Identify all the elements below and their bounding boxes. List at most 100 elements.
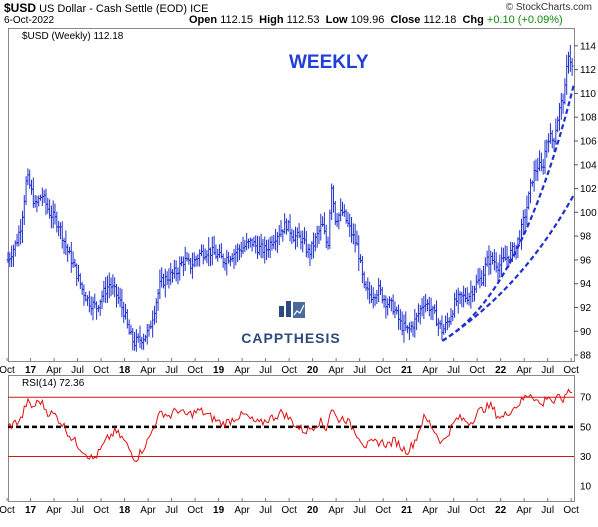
ohlc-bar xyxy=(357,235,361,271)
rsi-x-tick-label: Apr xyxy=(234,505,250,516)
price-x-tick-label: Apr xyxy=(328,365,344,376)
price-y-tick-label: 90 xyxy=(580,327,592,338)
ohlc-bar xyxy=(487,245,491,276)
ohlc-bar xyxy=(87,290,91,313)
ohlc-bar xyxy=(60,221,64,249)
ohlc-bar xyxy=(324,224,328,249)
price-y-tick-label: 110 xyxy=(580,89,596,100)
ohlc-bar xyxy=(359,254,363,264)
ohlc-bar xyxy=(28,169,32,189)
ohlc-bar xyxy=(102,280,106,303)
ohlc-bar xyxy=(523,208,527,230)
ohlc-bar xyxy=(196,254,200,267)
ohlc-bar xyxy=(174,260,178,282)
price-y-tick-label: 114 xyxy=(580,41,596,52)
price-legend: $USD (Weekly) 112.18 xyxy=(22,31,124,42)
ohlc-bar xyxy=(93,293,97,309)
rsi-x-tick-label: 17 xyxy=(25,505,37,516)
ohlc-bar xyxy=(559,92,563,120)
ohlc-bar xyxy=(317,225,321,244)
ohlc-bar xyxy=(377,277,381,303)
rsi-y-tick-label: 10 xyxy=(580,482,592,493)
ohlc-bar xyxy=(20,210,24,243)
rsi-x-tick-label: Oct xyxy=(563,505,579,516)
price-y-tick-label: 100 xyxy=(580,208,597,219)
ohlc-bar xyxy=(335,213,339,227)
rsi-y-tick-label: 50 xyxy=(580,422,592,433)
ohlc-bar xyxy=(543,140,547,174)
ohlc-bar xyxy=(187,253,191,265)
ohlc-bar xyxy=(281,228,285,242)
ohlc-bar xyxy=(465,287,469,305)
price-x-tick-label: 17 xyxy=(25,365,37,376)
ohlc-bar xyxy=(482,265,486,286)
ohlc-bar xyxy=(95,301,99,320)
ohlc-bar xyxy=(444,315,448,334)
ohlc-bar xyxy=(519,218,523,250)
ohlc-bar xyxy=(205,249,209,264)
price-y-tick-label: 108 xyxy=(580,113,597,124)
rsi-line xyxy=(7,388,573,463)
ohlc-bar xyxy=(167,268,171,289)
ohlc-bar xyxy=(62,237,66,254)
ohlc-bar xyxy=(241,236,245,255)
ohlc-bar xyxy=(451,309,455,322)
price-x-tick-label: Jul xyxy=(541,365,554,376)
price-y-tick-label: 102 xyxy=(580,184,597,195)
ohlc-bar xyxy=(500,247,504,277)
price-x-tick-label: Oct xyxy=(281,365,297,376)
ohlc-bar xyxy=(402,314,406,343)
ohlc-bar xyxy=(293,226,297,250)
ohlc-bar xyxy=(539,152,543,172)
rsi-legend: RSI(14) 72.36 xyxy=(22,378,85,389)
exchange: ICE xyxy=(190,3,209,15)
rsi-x-tick-label: 21 xyxy=(401,505,413,516)
ohlc-bar xyxy=(236,243,240,263)
ohlc-bar xyxy=(494,252,498,273)
ohlc-bar xyxy=(275,232,279,254)
ohlc-bar xyxy=(474,274,478,293)
ohlc-bar xyxy=(480,270,484,287)
ohlc-bar xyxy=(73,258,77,268)
ohlc-bar xyxy=(389,297,393,312)
rsi-x-tick-label: Apr xyxy=(328,505,344,516)
ohlc-bar xyxy=(301,230,305,253)
rsi-x-tick-label: Jul xyxy=(259,505,272,516)
ohlc-bar xyxy=(530,180,534,187)
price-x-tick-label: Jul xyxy=(447,365,460,376)
ohlc-bar xyxy=(154,298,158,324)
ohlc-bar xyxy=(145,323,149,345)
ohlc-bar xyxy=(388,296,392,308)
ohlc-bar xyxy=(274,228,278,251)
price-y-tick-label: 112 xyxy=(580,65,596,76)
ohlc-bar xyxy=(397,304,401,330)
ohlc-bar xyxy=(409,321,413,333)
price-x-tick-label: Oct xyxy=(469,365,485,376)
rsi-x-tick-label: Jul xyxy=(447,505,460,516)
ohlc-bar xyxy=(442,324,446,335)
ohlc-bar xyxy=(453,292,457,318)
ohlc-bar xyxy=(458,291,462,305)
ohlc-bar xyxy=(561,93,565,114)
price-y-tick-label: 106 xyxy=(580,136,597,147)
ohlc-bar xyxy=(407,322,411,341)
ohlc-bar xyxy=(567,51,571,74)
ohlc-bar xyxy=(223,258,227,271)
ohlc-bar xyxy=(239,241,243,258)
price-x-tick-label: Apr xyxy=(516,365,532,376)
trendline xyxy=(441,193,575,342)
ohlc-bar xyxy=(328,209,332,249)
ohlc-bar xyxy=(142,333,146,350)
rsi-x-tick-label: 19 xyxy=(213,505,225,516)
cappthesis-watermark: CAPPTHESIS xyxy=(241,330,340,346)
ohlc-bar xyxy=(163,268,167,298)
ohlc-bar xyxy=(118,287,122,308)
ohlc-bar xyxy=(131,328,135,351)
ohlc-bar xyxy=(116,286,120,304)
ohlc-bar xyxy=(456,287,460,314)
cappthesis-logo-icon xyxy=(279,301,305,318)
ohlc-bar xyxy=(140,336,144,350)
ohlc-bar xyxy=(30,179,34,195)
ohlc-bar xyxy=(172,259,176,279)
ohlc-bar xyxy=(246,238,250,249)
